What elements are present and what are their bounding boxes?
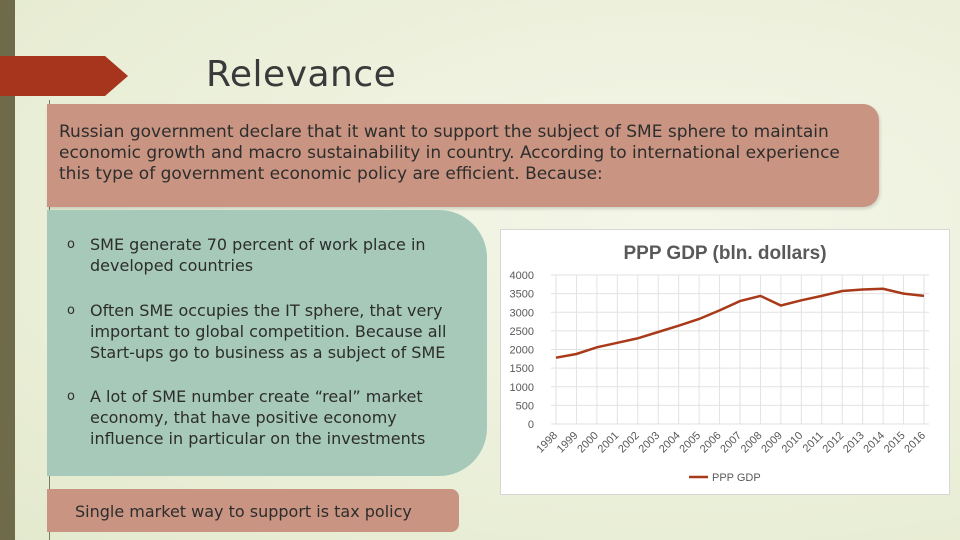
x-tick-label: 2011 [801,430,826,455]
x-tick-label: 2012 [821,430,847,456]
x-tick-label: 2016 [902,430,928,456]
bullet-marker: o [67,389,75,404]
x-tick-label: 2004 [657,430,683,456]
chart-svg: PPP GDP (bln. dollars) 05001000150020002… [510,243,929,484]
x-tick-label: 2002 [616,430,642,456]
x-tick-label: 2015 [882,430,908,456]
y-tick-label: 3500 [510,289,534,301]
y-tick-label: 2000 [510,345,534,357]
gdp-chart: PPP GDP (bln. dollars) 0 500 1000 1500 2000 2… [500,229,950,495]
bullet-text: SME generate 70 percent of work place in… [90,235,426,275]
y-tick-label: 500 [516,400,534,412]
intro-text: Russian government declare that it want … [59,122,840,184]
y-tick-label: 3000 [510,307,534,319]
series-line-ppp-gdp [555,287,925,359]
y-tick-label: 2500 [510,326,534,338]
y-tick-label: 1500 [510,363,534,375]
x-tick-label: 2014 [861,430,887,456]
legend-label: PPP GDP [712,472,761,484]
x-tick-label: 1998 [534,430,560,456]
bullet-marker: o [67,303,75,318]
chart-title: PPP GDP (bln. dollars) [623,243,826,264]
y-tick-label: 4000 [510,270,534,282]
y-tick-label: 1000 [510,382,534,394]
title-arrow-shape [0,56,128,96]
y-tick-label: 0 [528,419,534,431]
bullet-text: Often SME occupies the IT sphere, that v… [90,301,447,362]
x-tick-label: 2000 [575,430,601,456]
bullet-text: A lot of SME number create “real” market… [90,387,426,448]
left-accent-band [0,0,15,540]
bullet-item: o A lot of SME number create “real” mark… [67,386,467,449]
x-tick-label: 2010 [780,430,806,456]
x-tick-label: 2007 [718,430,744,456]
x-tick-label: 2005 [677,430,703,456]
x-tick-label: 2013 [841,430,867,456]
x-tick-label: 2001 [596,430,622,456]
x-tick-label: 1999 [555,430,581,456]
x-tick-label: 2003 [637,430,663,456]
x-tick-label: 2009 [759,430,785,456]
footer-text: Single market way to support is tax poli… [75,502,412,521]
footer-box: Single market way to support is tax poli… [47,489,459,532]
bullet-marker: o [67,237,75,252]
x-tick-label: 2008 [739,430,765,456]
bullet-item: o SME generate 70 percent of work place … [67,234,467,276]
intro-box: Russian government declare that it want … [47,104,879,207]
x-tick-label: 2006 [698,430,724,456]
slide-title: Relevance [206,54,397,95]
bullet-item: o Often SME occupies the IT sphere, that… [67,300,467,363]
bullets-box: o SME generate 70 percent of work place … [47,210,487,476]
